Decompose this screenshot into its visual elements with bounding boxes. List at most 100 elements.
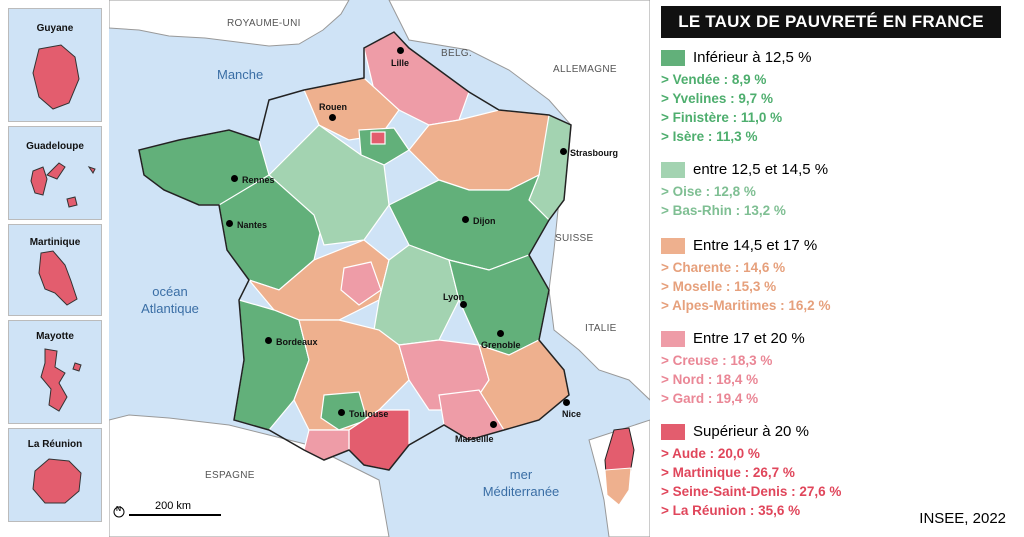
legend-cat-label: Inférieur à 12,5 % — [693, 49, 812, 66]
legend-cat-label: Entre 14,5 et 17 % — [693, 237, 818, 254]
legend-cat-label: entre 12,5 et 14,5 % — [693, 161, 829, 178]
city-dot-dijon — [462, 216, 469, 223]
overseas-insets: Guyane Guadeloupe Martinique Mayotte — [0, 0, 108, 537]
legend-item: > Yvelines : 9,7 % — [661, 91, 773, 106]
label-uk: ROYAUME-UNI — [227, 18, 301, 29]
label-ocean-line1: océan — [152, 284, 188, 299]
city-dijon: Dijon — [473, 216, 496, 226]
legend-item: > Bas-Rhin : 13,2 % — [661, 203, 786, 218]
city-dot-marseille — [490, 421, 497, 428]
legend-item: > Vendée : 8,9 % — [661, 72, 767, 87]
france-outline — [138, 31, 572, 471]
city-nice: Nice — [562, 409, 582, 419]
inset-label-guadeloupe: Guadeloupe — [26, 141, 84, 152]
city-lille: Lille — [391, 58, 410, 68]
guyane-shape — [32, 44, 80, 110]
guadeloupe-shape — [30, 162, 96, 208]
label-belgium: BELG. — [441, 48, 472, 59]
inset-label-guyane: Guyane — [36, 23, 74, 34]
city-dot-toulouse — [338, 409, 345, 416]
city-lyon: Lyon — [443, 292, 465, 302]
legend-item: > Finistère : 11,0 % — [661, 110, 783, 125]
legend-item: > Martinique : 26,7 % — [661, 465, 795, 480]
legend-cat-label: Entre 17 et 20 % — [693, 330, 805, 347]
city-dot-nantes — [226, 220, 233, 227]
label-italy: ITALIE — [585, 323, 617, 334]
legend-panel: LE TAUX DE PAUVRETÉ EN FRANCE Inférieur … — [655, 0, 1024, 537]
inset-reunion: La Réunion — [8, 428, 102, 522]
legend-head: Entre 14,5 et 17 % — [661, 237, 830, 258]
inset-guadeloupe: Guadeloupe — [8, 126, 102, 220]
legend-swatch — [661, 424, 685, 440]
region-seine-saint-denis — [370, 131, 386, 145]
legend-swatch — [661, 238, 685, 254]
uk-land — [109, 0, 350, 47]
inset-label-martinique: Martinique — [29, 237, 81, 248]
label-med-line2: Méditerranée — [482, 484, 560, 499]
label-med-line1: mer — [509, 467, 533, 482]
legend-head: entre 12,5 et 14,5 % — [661, 161, 828, 182]
legend-item: > Isère : 11,3 % — [661, 129, 758, 144]
legend-item: > Aude : 20,0 % — [661, 446, 760, 461]
city-dot-rouen — [329, 114, 336, 121]
inset-label-reunion: La Réunion — [27, 439, 83, 450]
legend-head: Entre 17 et 20 % — [661, 330, 805, 351]
label-mediterranean: mer Méditerranée — [469, 466, 573, 500]
legend-cat-4: Entre 17 et 20 % > Creuse : 18,3 % > Nor… — [661, 330, 805, 408]
north-arrow-icon — [113, 506, 125, 518]
city-marseille: Marseille — [455, 434, 494, 444]
reunion-shape — [32, 458, 82, 504]
city-bordeaux: Bordeaux — [276, 337, 318, 347]
france-departments — [138, 31, 572, 471]
city-dot-lyon — [460, 301, 467, 308]
legend-swatch — [661, 50, 685, 66]
legend-swatch — [661, 331, 685, 347]
city-dot-lille — [397, 47, 404, 54]
label-manche: Manche — [217, 67, 264, 82]
label-germany: ALLEMAGNE — [553, 64, 617, 75]
city-grenoble: Grenoble — [481, 340, 521, 350]
city-toulouse: Toulouse — [349, 409, 389, 419]
label-ocean: océan Atlantique — [135, 283, 205, 317]
inset-guyane: Guyane — [8, 8, 102, 122]
legend-cat-1: Inférieur à 12,5 % > Vendée : 8,9 % > Yv… — [661, 49, 811, 146]
inset-martinique: Martinique — [8, 224, 102, 316]
legend-item: > La Réunion : 35,6 % — [661, 503, 801, 518]
legend-cat-3: Entre 14,5 et 17 % > Charente : 14,6 % >… — [661, 237, 831, 315]
city-strasbourg: Strasbourg — [570, 148, 619, 158]
label-switzerland: SUISSE — [555, 233, 594, 244]
legend-item: > Charente : 14,6 % — [661, 260, 786, 275]
north-label: N — [116, 506, 122, 513]
legend-item: > Seine-Saint-Denis : 27,6 % — [661, 484, 842, 499]
scale-label: 200 km — [155, 500, 192, 512]
region-creuse — [340, 261, 382, 306]
city-dot-strasbourg — [560, 148, 567, 155]
legend-item: > Moselle : 15,3 % — [661, 279, 777, 294]
city-rennes: Rennes — [242, 175, 275, 185]
city-dot-bordeaux — [265, 337, 272, 344]
martinique-shape — [38, 250, 78, 306]
legend-item: > Gard : 19,4 % — [661, 391, 759, 406]
legend-item: > Nord : 18,4 % — [661, 372, 759, 387]
legend-cat-label: Supérieur à 20 % — [693, 423, 809, 440]
label-ocean-line2: Atlantique — [141, 301, 199, 316]
city-dot-grenoble — [497, 330, 504, 337]
legend-item: > Oise : 12,8 % — [661, 184, 756, 199]
france-map: ROYAUME-UNI BELG. ALLEMAGNE SUISSE ITALI… — [109, 0, 650, 537]
legend-swatch — [661, 162, 685, 178]
legend-head: Inférieur à 12,5 % — [661, 49, 811, 70]
inset-mayotte: Mayotte — [8, 320, 102, 424]
map-canvas — [109, 0, 650, 537]
source-credit: INSEE, 2022 — [919, 510, 1006, 527]
city-dot-nice — [563, 399, 570, 406]
europe-land — [388, 0, 650, 401]
legend-cat-5: Supérieur à 20 % > Aude : 20,0 % > Marti… — [661, 423, 842, 520]
inset-label-mayotte: Mayotte — [36, 331, 74, 342]
city-dot-rennes — [231, 175, 238, 182]
legend-item: > Alpes-Maritimes : 16,2 % — [661, 298, 831, 313]
legend-head: Supérieur à 20 % — [661, 423, 841, 444]
city-rouen: Rouen — [319, 102, 347, 112]
legend-cat-2: entre 12,5 et 14,5 % > Oise : 12,8 % > B… — [661, 161, 828, 220]
corsica-south — [604, 467, 632, 506]
map-title: LE TAUX DE PAUVRETÉ EN FRANCE — [661, 6, 1001, 38]
